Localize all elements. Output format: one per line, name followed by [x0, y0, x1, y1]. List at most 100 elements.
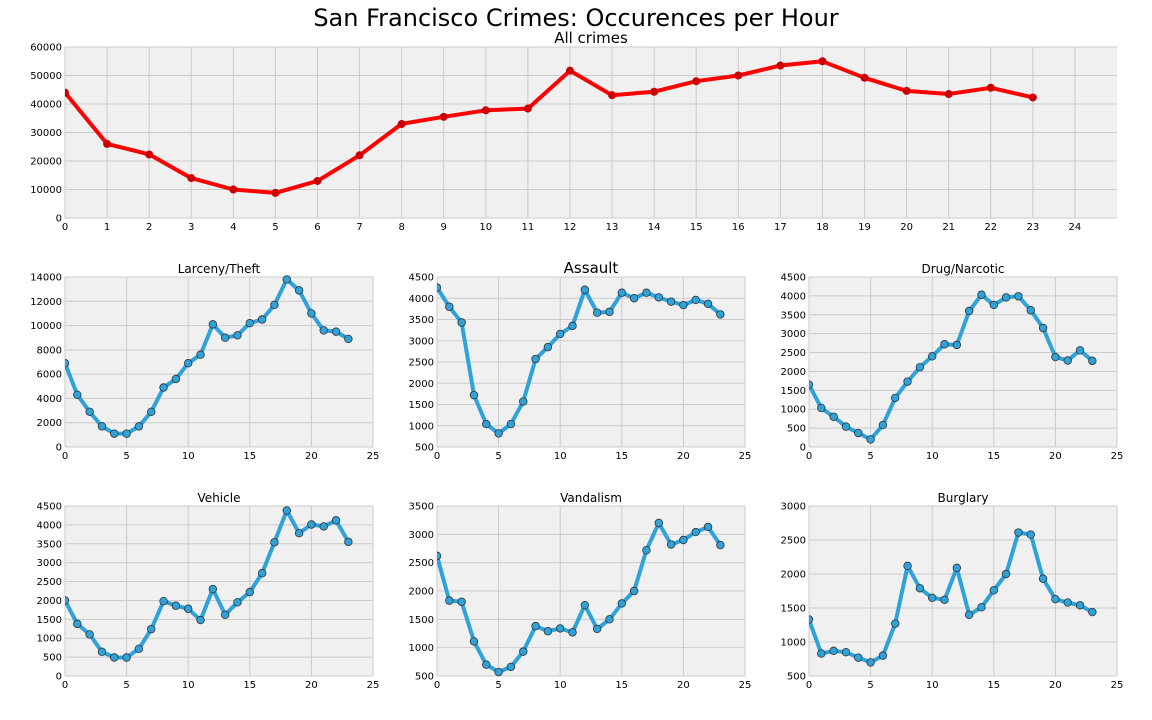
- data-point: [506, 419, 516, 429]
- data-point: [282, 506, 291, 515]
- data-point: [565, 66, 574, 75]
- data-point: [257, 569, 267, 578]
- data-point: [928, 593, 937, 602]
- x-tick-label: 20: [1049, 451, 1062, 462]
- y-tick-label: 3500: [37, 539, 62, 550]
- plot-area: [65, 506, 373, 676]
- data-point: [543, 342, 553, 352]
- y-tick-label: 3500: [409, 502, 434, 513]
- data-point: [531, 354, 540, 364]
- data-point: [592, 624, 602, 634]
- data-point: [208, 320, 218, 329]
- x-tick-label: 25: [739, 680, 752, 691]
- data-point: [829, 646, 838, 656]
- data-point: [629, 294, 639, 303]
- y-tick-label: 4500: [409, 273, 434, 284]
- data-point: [605, 615, 614, 624]
- data-point: [65, 596, 70, 605]
- x-tick-label: 7: [356, 222, 362, 233]
- x-tick-label: 15: [243, 680, 256, 691]
- x-tick-label: 15: [987, 680, 1000, 691]
- y-tick-label: 4500: [781, 273, 806, 284]
- y-tick-label: 10000: [30, 185, 62, 196]
- data-point: [964, 610, 974, 619]
- x-tick-label: 15: [987, 451, 1000, 462]
- data-point: [878, 651, 888, 660]
- x-tick-label: 5: [495, 680, 501, 691]
- x-tick-label: 20: [900, 222, 913, 233]
- x-tick-label: 8: [398, 222, 404, 233]
- data-point: [469, 390, 479, 400]
- data-point: [344, 334, 353, 344]
- y-tick-label: 2500: [409, 558, 434, 569]
- data-point: [860, 73, 869, 82]
- data-point: [952, 563, 962, 573]
- data-point: [543, 627, 553, 636]
- subplot-title: Vehicle: [198, 491, 241, 505]
- data-point: [841, 422, 851, 431]
- data-point: [85, 630, 94, 639]
- data-point: [494, 667, 503, 677]
- data-point: [187, 174, 196, 183]
- data-point: [270, 300, 279, 310]
- x-tick-label: 0: [806, 451, 812, 462]
- data-point: [482, 419, 491, 429]
- data-point: [171, 601, 181, 610]
- data-point: [1051, 352, 1060, 362]
- x-tick-label: 10: [554, 451, 567, 462]
- data-point: [703, 522, 713, 532]
- data-point: [776, 61, 785, 70]
- y-tick-label: 0: [56, 672, 62, 683]
- x-tick-label: 13: [606, 222, 619, 233]
- data-point: [331, 516, 341, 525]
- data-point: [989, 586, 998, 595]
- y-tick-label: 2000: [409, 587, 434, 598]
- data-point: [97, 422, 107, 431]
- data-point: [122, 429, 131, 438]
- data-point: [817, 649, 826, 658]
- data-point: [829, 412, 838, 421]
- data-point: [159, 597, 168, 606]
- y-tick-label: 12000: [30, 297, 62, 308]
- data-point: [841, 648, 851, 657]
- data-point: [445, 302, 454, 311]
- x-tick-label: 10: [926, 451, 939, 462]
- data-point: [245, 587, 254, 597]
- data-point: [147, 407, 156, 416]
- x-tick-label: 20: [305, 451, 318, 462]
- data-point: [1001, 569, 1011, 579]
- y-tick-label: 1000: [781, 638, 806, 649]
- y-tick-label: 3500: [409, 315, 434, 326]
- subplot: 0 1 2 3 4 5 6 7 8 9 10 11 12 13 14 15 16 17 18 19 20 21 22 23 24…: [30, 29, 1117, 233]
- data-point: [1051, 594, 1060, 604]
- x-tick-label: 22: [984, 222, 997, 233]
- x-tick-label: 25: [739, 451, 752, 462]
- data-point: [65, 359, 70, 368]
- x-tick-label: 18: [816, 222, 829, 233]
- x-tick-label: 6: [314, 222, 320, 233]
- data-point: [629, 586, 639, 596]
- data-point: [1088, 607, 1097, 617]
- data-point: [666, 297, 676, 306]
- data-point: [159, 383, 168, 392]
- x-tick-label: 17: [774, 222, 787, 233]
- data-point: [519, 647, 528, 656]
- x-tick-label: 10: [182, 680, 195, 691]
- x-tick-label: 0: [434, 680, 440, 691]
- data-point: [437, 551, 442, 561]
- x-tick-label: 4: [230, 222, 236, 233]
- data-point: [556, 329, 565, 339]
- data-point: [866, 658, 875, 667]
- y-tick-label: 3000: [781, 329, 806, 340]
- data-point: [270, 538, 279, 547]
- x-tick-label: 0: [62, 680, 68, 691]
- y-tick-label: 2000: [781, 570, 806, 581]
- y-tick-label: 50000: [30, 71, 62, 82]
- data-point: [307, 309, 316, 318]
- x-tick-label: 25: [1111, 451, 1124, 462]
- y-tick-label: 1500: [409, 615, 434, 626]
- data-point: [986, 83, 995, 92]
- data-point: [818, 57, 827, 66]
- data-point: [854, 428, 863, 438]
